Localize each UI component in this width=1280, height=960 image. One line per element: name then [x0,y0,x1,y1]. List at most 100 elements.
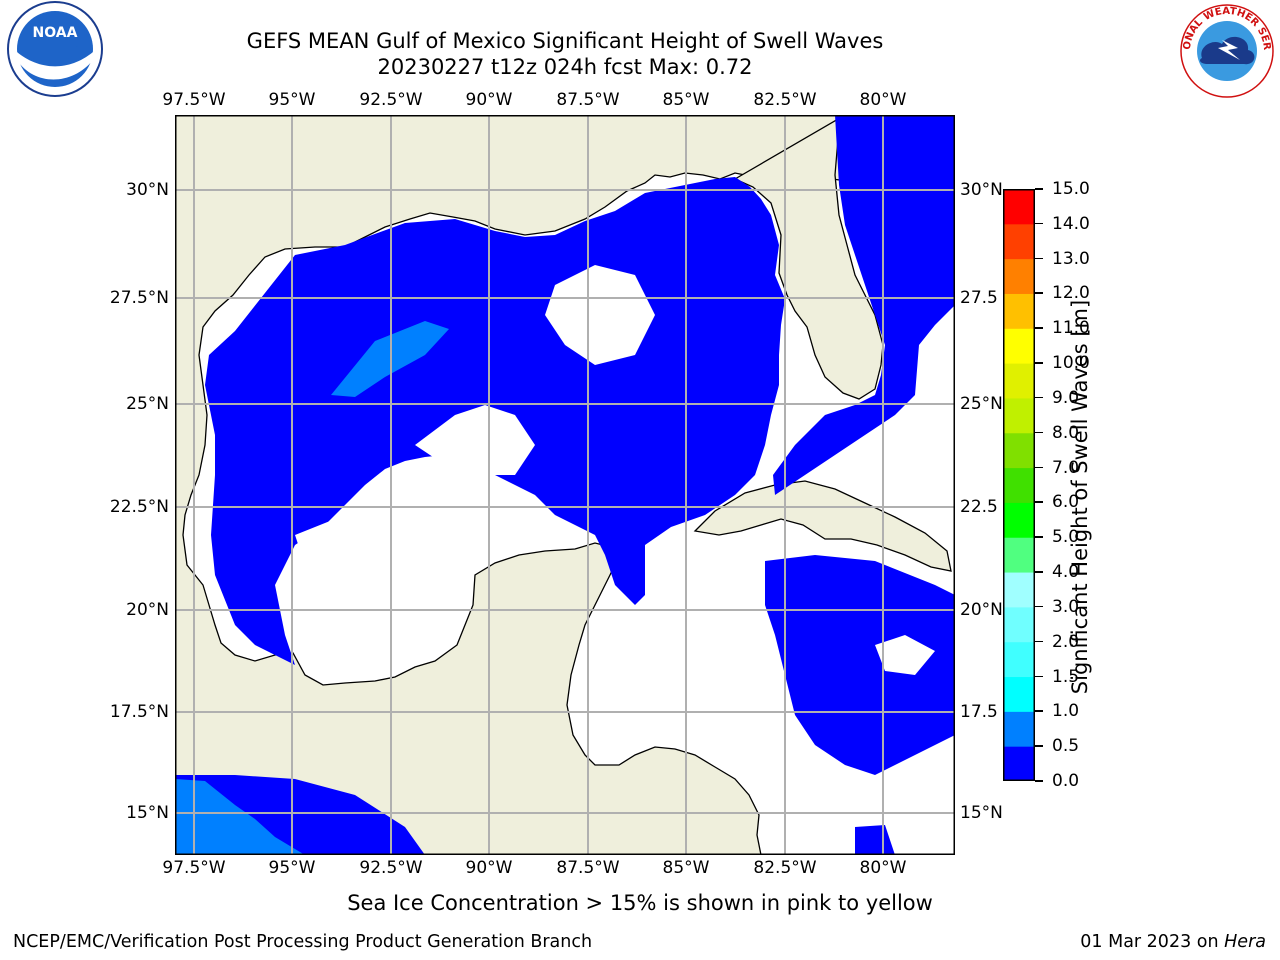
lat-tick-left: 22.5°N [109,497,169,517]
lat-tick-left: 25°N [126,394,169,414]
colorbar-tick [1035,222,1043,225]
lat-tick-left: 17.5°N [109,702,169,722]
lat-tick-left: 20°N [126,600,169,620]
lon-tick-bottom: 82.5°W [753,858,817,878]
lat-tick-right: 22.5 [960,497,998,517]
lon-tick-top: 85°W [662,90,710,110]
colorbar-level-label: 8.0 [1052,422,1080,443]
colorbar-level-label: 13.0 [1052,248,1090,269]
lon-tick-bottom: 97.5°W [162,858,226,878]
noaa-logo: NOAA [6,0,104,98]
colorbar-swatch [1003,641,1035,678]
sea-ice-note: Sea Ice Concentration > 15% is shown in … [347,891,933,915]
colorbar [1003,189,1035,781]
colorbar-level-label: 14.0 [1052,213,1090,234]
lon-tick-bottom: 85°W [662,858,710,878]
colorbar-tick [1035,501,1043,503]
colorbar-level-label: 15.0 [1052,179,1090,199]
colorbar-level-label: 1.5 [1052,666,1080,687]
noaa-logo-text: NOAA [33,25,78,41]
footer-machine: Hera [1224,932,1266,952]
lon-tick-top: 97.5°W [162,90,226,110]
lon-tick-top: 92.5°W [359,90,423,110]
lon-tick-top: 90°W [465,90,513,110]
colorbar-level-label: 7.0 [1052,457,1080,478]
lat-tick-left: 30°N [126,180,169,200]
lat-tick-right: 27.5 [960,288,998,308]
lat-tick-right: 30°N [960,180,1003,200]
lat-tick-right: 15°N [960,803,1003,823]
lon-tick-top: 87.5°W [556,90,620,110]
colorbar-tick [1035,466,1043,469]
chart-subtitle: 20230227 t12z 024h fcst Max: 0.72 [377,55,753,79]
colorbar-tick [1035,188,1043,190]
colorbar-swatch [1003,606,1035,643]
colorbar-swatch [1003,467,1035,503]
colorbar-swatch [1003,432,1035,469]
colorbar-swatch [1003,293,1035,329]
colorbar-tick [1035,257,1043,260]
lon-tick-bottom: 95°W [268,858,316,878]
lon-tick-bottom: 80°W [859,858,907,878]
colorbar-level-label: 0.5 [1052,736,1080,757]
colorbar-swatch [1003,711,1035,747]
colorbar-level-label: 3.0 [1052,596,1080,617]
colorbar-tick [1035,292,1043,294]
lat-tick-left: 27.5°N [109,288,169,308]
colorbar-tick [1035,710,1043,712]
colorbar-swatch [1003,676,1035,712]
colorbar-tick [1035,536,1043,538]
colorbar-tick [1035,675,1043,678]
colorbar-tick [1035,605,1043,608]
colorbar-swatch [1003,363,1035,399]
lat-tick-right: 17.5 [960,702,998,722]
lat-tick-left: 15°N [126,803,169,823]
colorbar-tick [1035,362,1043,364]
colorbar-swatch [1003,223,1035,260]
colorbar-level-label: 10.0 [1052,353,1090,374]
footer-date: 01 Mar 2023 on Hera [1080,932,1266,952]
colorbar-tick [1035,396,1043,399]
colorbar-level-label: 0.0 [1052,771,1080,791]
colorbar-tick [1035,640,1043,643]
colorbar-tick [1035,780,1043,782]
colorbar-level-label: 5.0 [1052,527,1080,548]
lon-tick-top: 82.5°W [753,90,817,110]
lon-tick-top: 95°W [268,90,316,110]
colorbar-level-label: 12.0 [1052,283,1090,304]
colorbar-level-label: 6.0 [1052,492,1080,513]
colorbar-swatch [1003,572,1035,608]
lon-tick-bottom: 87.5°W [556,858,620,878]
colorbar-title: Significant Height of Swell Waves [m] [1068,299,1092,695]
map-grid [175,115,955,855]
nws-logo: NATIONAL WEATHER SERVICE [1178,2,1276,100]
colorbar-tick [1035,571,1043,573]
colorbar-level-label: 9.0 [1052,387,1080,408]
footer-date-text: 01 Mar 2023 on [1080,932,1225,952]
colorbar-level-label: 11.0 [1052,318,1090,339]
lat-tick-right: 20°N [960,600,1003,620]
colorbar-swatch [1003,328,1035,364]
lon-tick-bottom: 92.5°W [359,858,423,878]
colorbar-tick [1035,431,1043,434]
colorbar-tick [1035,327,1043,329]
colorbar-swatch [1003,746,1035,781]
colorbar-level-label: 2.0 [1052,631,1080,652]
colorbar-swatch [1003,502,1035,538]
colorbar-swatch [1003,397,1035,434]
colorbar-level-label: 1.0 [1052,701,1080,722]
lon-tick-top: 80°W [859,90,907,110]
map-frame [175,115,955,855]
colorbar-tick [1035,745,1043,747]
swell-gaps [295,265,935,675]
colorbar-swatch [1003,537,1035,573]
lon-tick-bottom: 90°W [465,858,513,878]
colorbar-frame [1003,189,1035,781]
colorbar-swatch [1003,189,1035,225]
lat-tick-right: 25°N [960,394,1003,414]
footer-credit: NCEP/EMC/Verification Post Processing Pr… [13,932,593,952]
map-panel [175,115,955,855]
land-florida [733,115,884,400]
colorbar-swatch [1003,258,1035,294]
colorbar-level-label: 4.0 [1052,562,1080,583]
